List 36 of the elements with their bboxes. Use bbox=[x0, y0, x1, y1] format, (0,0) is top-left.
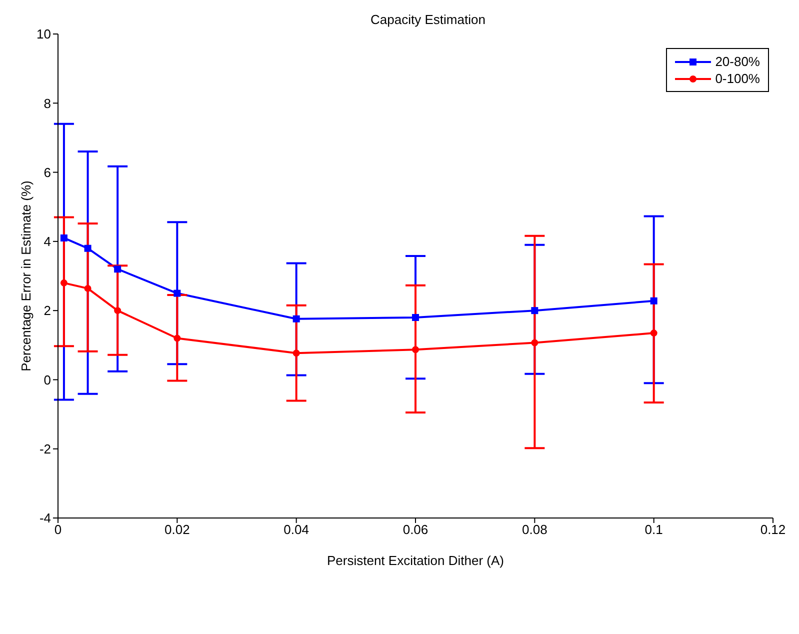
x-axis-title: Persistent Excitation Dither (A) bbox=[326, 553, 504, 568]
point bbox=[531, 307, 538, 314]
chart-title: Capacity Estimation bbox=[370, 12, 486, 27]
legend-label: 0-100% bbox=[715, 71, 760, 86]
y-tick-label: -4 bbox=[39, 510, 51, 526]
y-tick-label: 10 bbox=[36, 26, 51, 42]
point bbox=[174, 290, 181, 297]
point bbox=[412, 314, 419, 321]
point bbox=[84, 244, 92, 252]
point bbox=[84, 284, 92, 292]
y-tick-label: 4 bbox=[44, 234, 51, 250]
point bbox=[174, 334, 181, 342]
y-tick-label: 6 bbox=[44, 164, 51, 180]
x-tick-label: 0.02 bbox=[164, 522, 190, 538]
x-tick-label: 0.08 bbox=[522, 522, 548, 538]
point bbox=[292, 350, 300, 357]
x-tick-label: 0.04 bbox=[284, 522, 309, 538]
point bbox=[60, 279, 68, 286]
point bbox=[531, 339, 538, 346]
y-tick-label: -2 bbox=[39, 441, 51, 456]
y-axis-title: Percentage Error in Estimate (%) bbox=[18, 180, 34, 372]
point bbox=[292, 315, 300, 322]
x-tick-label: 0.12 bbox=[760, 522, 786, 538]
y-tick-label: 8 bbox=[44, 96, 51, 111]
y-tick-label: 0 bbox=[44, 372, 51, 388]
x-tick-label: 0.06 bbox=[402, 522, 428, 538]
x-tick-label: 0 bbox=[54, 522, 62, 538]
x-tick-label: 0.1 bbox=[644, 522, 663, 538]
point bbox=[114, 307, 122, 314]
point bbox=[114, 266, 122, 273]
point bbox=[412, 346, 419, 354]
point bbox=[650, 297, 658, 304]
y-tick-label: 2 bbox=[44, 303, 51, 318]
point bbox=[60, 234, 68, 242]
legend-label: 20-80% bbox=[715, 54, 760, 69]
point bbox=[650, 330, 658, 337]
